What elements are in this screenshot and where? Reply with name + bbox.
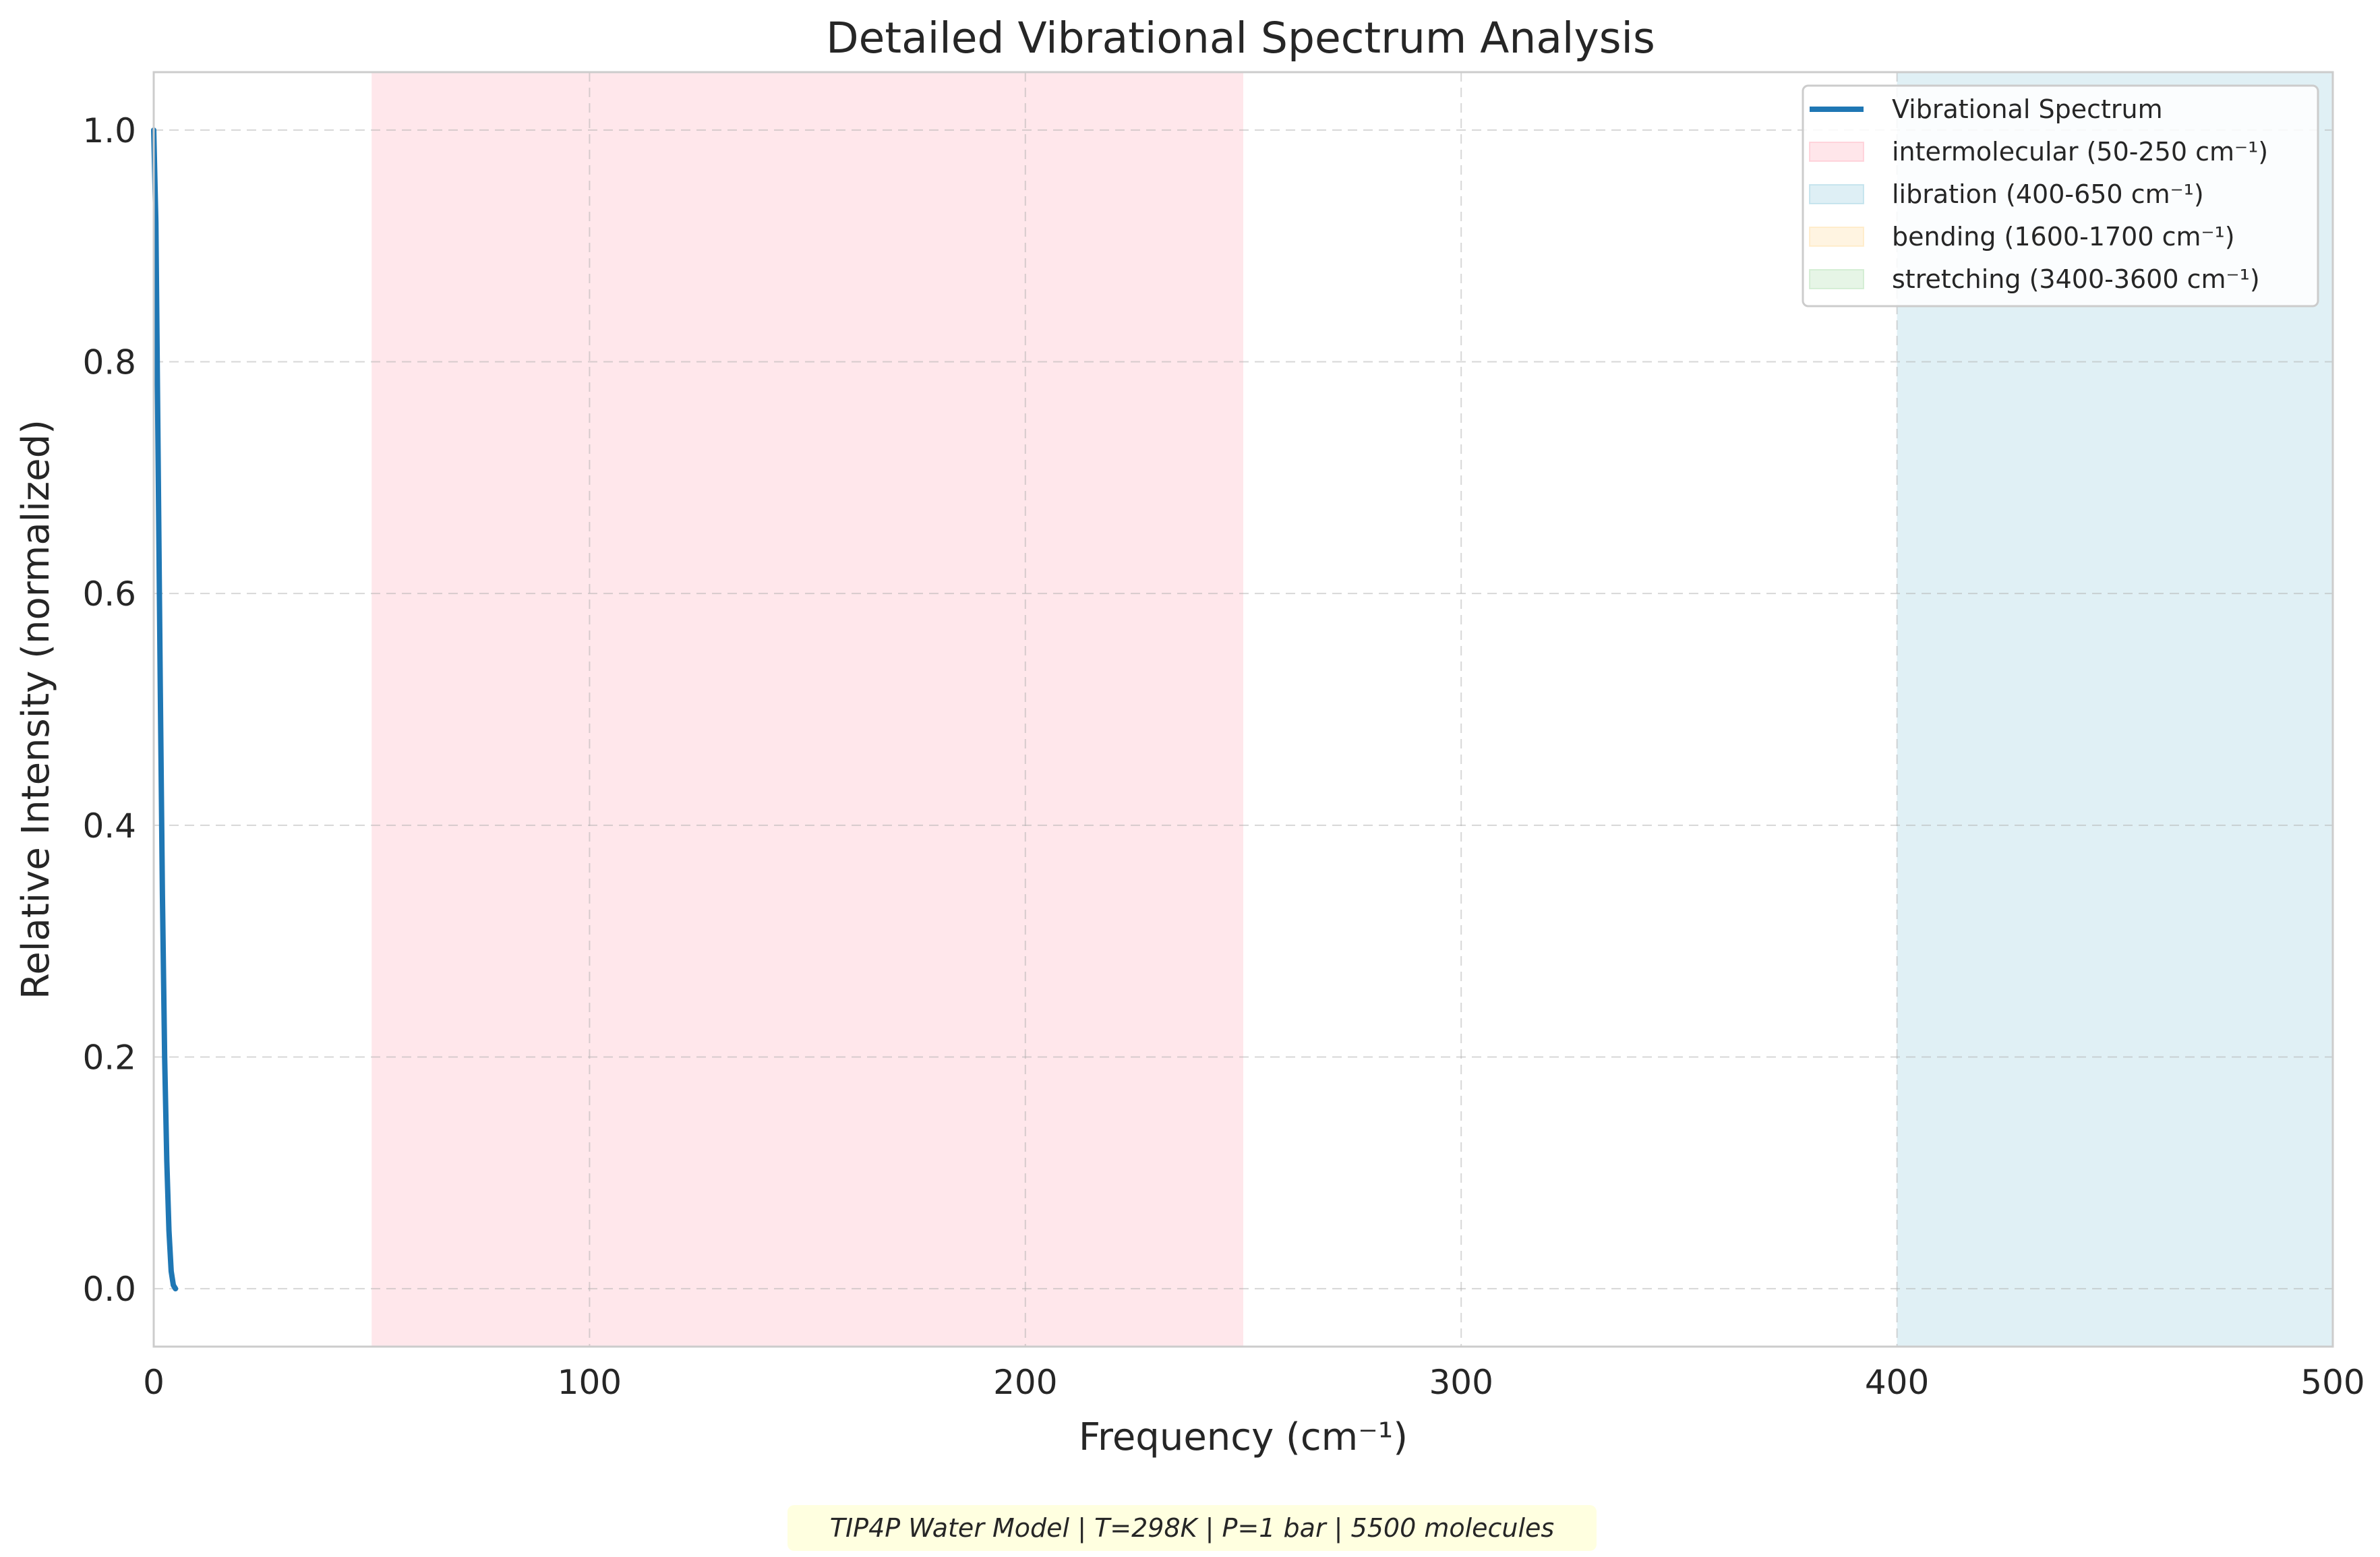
x-axis-ticks: 0 100 200 300 400 500 <box>143 1363 2365 1402</box>
y-tick-label-3: 0.6 <box>82 575 136 614</box>
legend-items: Vibrational Spectrum intermolecular (50-2… <box>1809 94 2268 294</box>
x-tick-label-0: 0 <box>143 1363 165 1402</box>
x-tick-label-2: 200 <box>993 1363 1057 1402</box>
footnote: TIP4P Water Model | T=298K | P=1 bar | 5… <box>787 1505 1597 1551</box>
legend-swatch-band-1 <box>1809 184 1864 204</box>
legend-swatch-band-2 <box>1809 227 1864 247</box>
legend-label-band-0: intermolecular (50-250 cm⁻¹) <box>1892 137 2268 167</box>
chart-title: Detailed Vibrational Spectrum Analysis <box>826 13 1655 63</box>
legend-label-band-2: bending (1600-1700 cm⁻¹) <box>1892 222 2235 252</box>
x-tick-label-3: 300 <box>1429 1363 1493 1402</box>
band-0 <box>371 72 1244 1347</box>
legend-label-series-0: Vibrational Spectrum <box>1892 94 2163 124</box>
legend-swatch-band-3 <box>1809 269 1864 289</box>
series-line-0 <box>151 127 179 1292</box>
y-tick-label-0: 0.0 <box>82 1270 136 1309</box>
y-axis-ticks: 0.0 0.2 0.4 0.6 0.8 1.0 <box>82 111 136 1309</box>
x-tick-label-5: 500 <box>2300 1363 2364 1402</box>
legend-label-band-1: libration (400-650 cm⁻¹) <box>1892 179 2204 209</box>
x-tick-label-1: 100 <box>558 1363 622 1402</box>
series-layer <box>151 127 179 1292</box>
y-tick-label-5: 1.0 <box>82 111 136 150</box>
y-axis-title: Relative Intensity (normalized) <box>14 419 58 999</box>
y-tick-label-4: 0.8 <box>82 343 136 382</box>
legend-label-band-3: stretching (3400-3600 cm⁻¹) <box>1892 264 2260 294</box>
y-tick-label-1: 0.2 <box>82 1038 136 1077</box>
x-tick-label-4: 400 <box>1865 1363 1929 1402</box>
legend: Vibrational Spectrum intermolecular (50-2… <box>1802 84 2319 307</box>
y-tick-label-2: 0.4 <box>82 806 136 846</box>
legend-box <box>1802 84 2319 307</box>
plot-frame <box>152 71 2334 1348</box>
footnote-box <box>787 1505 1597 1551</box>
footnote-text: TIP4P Water Model | T=298K | P=1 bar | 5… <box>830 1513 1554 1544</box>
legend-swatch-band-0 <box>1809 142 1864 162</box>
x-axis-title: Frequency (cm⁻¹) <box>1079 1415 1408 1459</box>
